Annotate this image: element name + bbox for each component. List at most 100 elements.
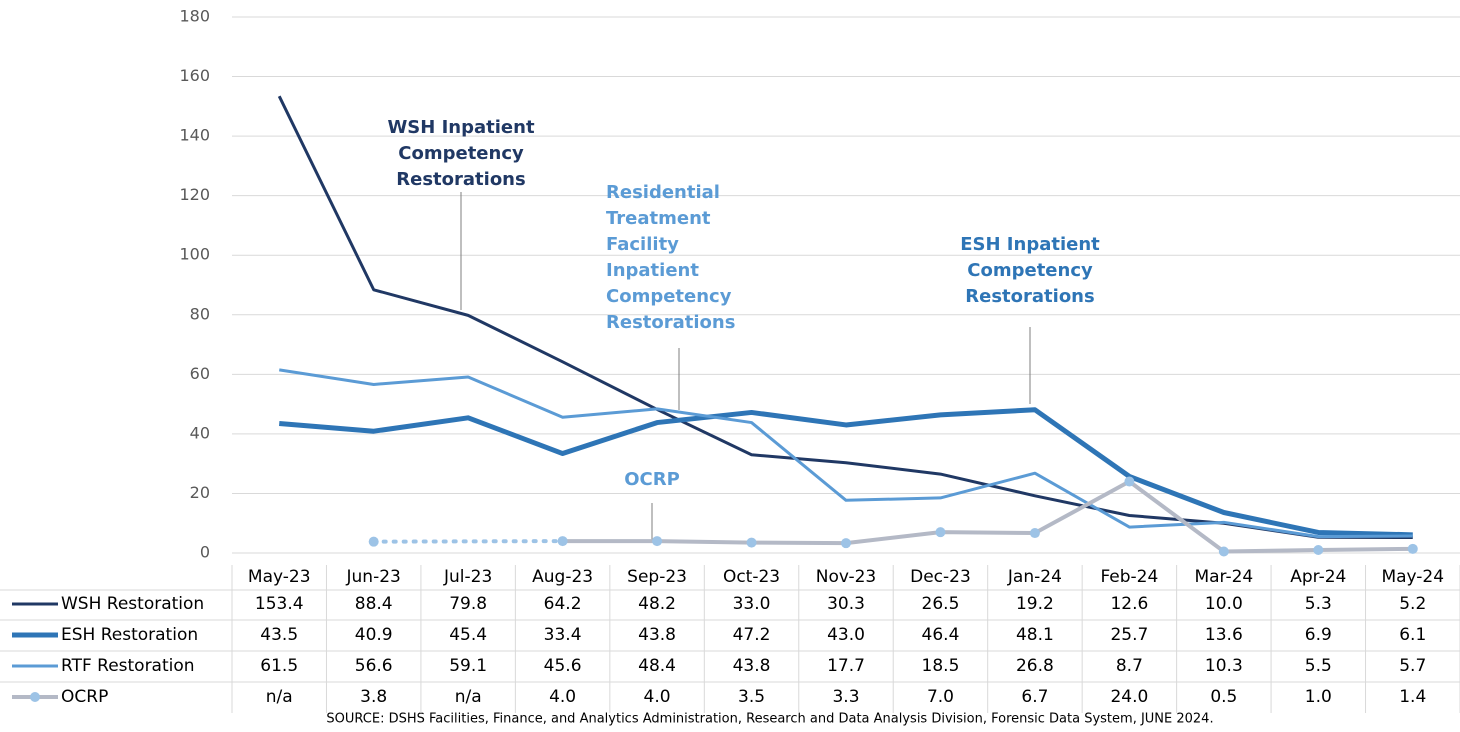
- x-tick-label: Sep-23: [627, 567, 687, 587]
- x-tick-label: Jan-24: [1007, 567, 1062, 587]
- table-value: 12.6: [1110, 594, 1148, 614]
- annotation: Competency: [967, 260, 1093, 281]
- annotation: ESH Inpatient: [960, 234, 1100, 255]
- table-value: 30.3: [827, 594, 865, 614]
- y-tick-label: 100: [179, 245, 210, 264]
- table-value: 153.4: [255, 594, 304, 614]
- table-value: 5.5: [1305, 656, 1332, 676]
- series-marker: [557, 536, 568, 547]
- x-tick-label: Feb-24: [1100, 567, 1158, 587]
- table-value: 48.4: [638, 656, 676, 676]
- table-value: 3.5: [738, 687, 765, 707]
- table-value: 43.0: [827, 625, 865, 645]
- x-tick-label: Mar-24: [1194, 567, 1253, 587]
- table-value: 6.1: [1399, 625, 1426, 645]
- table-value: 46.4: [922, 625, 960, 645]
- annotation: Restorations: [965, 286, 1094, 307]
- table-value: 8.7: [1116, 656, 1143, 676]
- table-value: 43.5: [260, 625, 298, 645]
- legend-label: WSH Restoration: [61, 594, 204, 614]
- table-value: 17.7: [827, 656, 865, 676]
- table-value: 48.1: [1016, 625, 1054, 645]
- x-tick-label: Oct-23: [723, 567, 780, 587]
- x-tick-label: Jul-23: [443, 567, 492, 587]
- series-marker: [1029, 528, 1040, 539]
- table-value: 64.2: [544, 594, 582, 614]
- y-tick-label: 80: [190, 304, 210, 323]
- x-tick-label: Aug-23: [532, 567, 593, 587]
- y-tick-label: 180: [179, 7, 210, 26]
- annotation: OCRP: [624, 469, 680, 490]
- table-value: 1.0: [1305, 687, 1332, 707]
- series-marker: [1313, 545, 1324, 556]
- series-marker: [368, 536, 379, 547]
- table-value: 26.5: [922, 594, 960, 614]
- x-tick-label: Jun-23: [346, 567, 401, 587]
- table-value: 0.5: [1210, 687, 1237, 707]
- series-marker: [652, 536, 663, 547]
- table-value: 18.5: [922, 656, 960, 676]
- table-value: 45.4: [449, 625, 487, 645]
- table-value: 45.6: [544, 656, 582, 676]
- table-value: 26.8: [1016, 656, 1054, 676]
- y-tick-label: 40: [190, 423, 210, 442]
- table-value: 25.7: [1110, 625, 1148, 645]
- x-tick-label: May-23: [248, 567, 311, 587]
- table-value: n/a: [266, 687, 293, 707]
- table-value: n/a: [455, 687, 482, 707]
- series-marker: [1218, 546, 1229, 557]
- annotation: Inpatient: [606, 260, 699, 281]
- series-marker: [746, 537, 757, 548]
- annotation: Facility: [606, 234, 679, 255]
- table-value: 3.3: [832, 687, 859, 707]
- annotation: Competency: [398, 143, 524, 164]
- table-value: 4.0: [549, 687, 576, 707]
- series-marker: [1124, 476, 1135, 487]
- legend-label: OCRP: [61, 687, 108, 707]
- table-value: 5.2: [1399, 594, 1426, 614]
- annotation: Restorations: [606, 312, 735, 333]
- table-value: 10.3: [1205, 656, 1243, 676]
- table-value: 59.1: [449, 656, 487, 676]
- table-value: 24.0: [1110, 687, 1148, 707]
- legend-label: RTF Restoration: [61, 656, 195, 676]
- table-value: 40.9: [355, 625, 393, 645]
- table-value: 7.0: [927, 687, 954, 707]
- table-value: 88.4: [355, 594, 393, 614]
- table-value: 5.7: [1399, 656, 1426, 676]
- table-value: 43.8: [638, 625, 676, 645]
- y-tick-label: 120: [179, 185, 210, 204]
- annotation: Restorations: [396, 169, 525, 190]
- table-value: 56.6: [355, 656, 393, 676]
- table-value: 4.0: [644, 687, 671, 707]
- legend-marker: [30, 692, 40, 702]
- table-value: 10.0: [1205, 594, 1243, 614]
- table-value: 79.8: [449, 594, 487, 614]
- table-value: 6.7: [1021, 687, 1048, 707]
- table-value: 13.6: [1205, 625, 1243, 645]
- y-tick-label: 140: [179, 126, 210, 145]
- annotation: Treatment: [606, 208, 711, 229]
- annotation: Residential: [606, 182, 720, 203]
- table-value: 19.2: [1016, 594, 1054, 614]
- annotation: Competency: [606, 286, 732, 307]
- series-line: [562, 479, 1413, 554]
- y-tick-label: 160: [179, 66, 210, 85]
- table-value: 3.8: [360, 687, 387, 707]
- annotation: WSH Inpatient: [387, 117, 534, 138]
- y-tick-label: 20: [190, 483, 210, 502]
- x-tick-label: Dec-23: [910, 567, 971, 587]
- x-tick-label: Nov-23: [816, 567, 877, 587]
- table-value: 5.3: [1305, 594, 1332, 614]
- series-line: [279, 407, 1413, 538]
- table-value: 43.8: [733, 656, 771, 676]
- series-marker: [1407, 543, 1418, 554]
- table-value: 1.4: [1399, 687, 1426, 707]
- y-tick-label: 0: [200, 543, 210, 562]
- gap-connector: [371, 539, 565, 544]
- series-line: [279, 368, 1413, 539]
- source-note: SOURCE: DSHS Facilities, Finance, and An…: [326, 712, 1213, 727]
- table-value: 47.2: [733, 625, 771, 645]
- table-value: 61.5: [260, 656, 298, 676]
